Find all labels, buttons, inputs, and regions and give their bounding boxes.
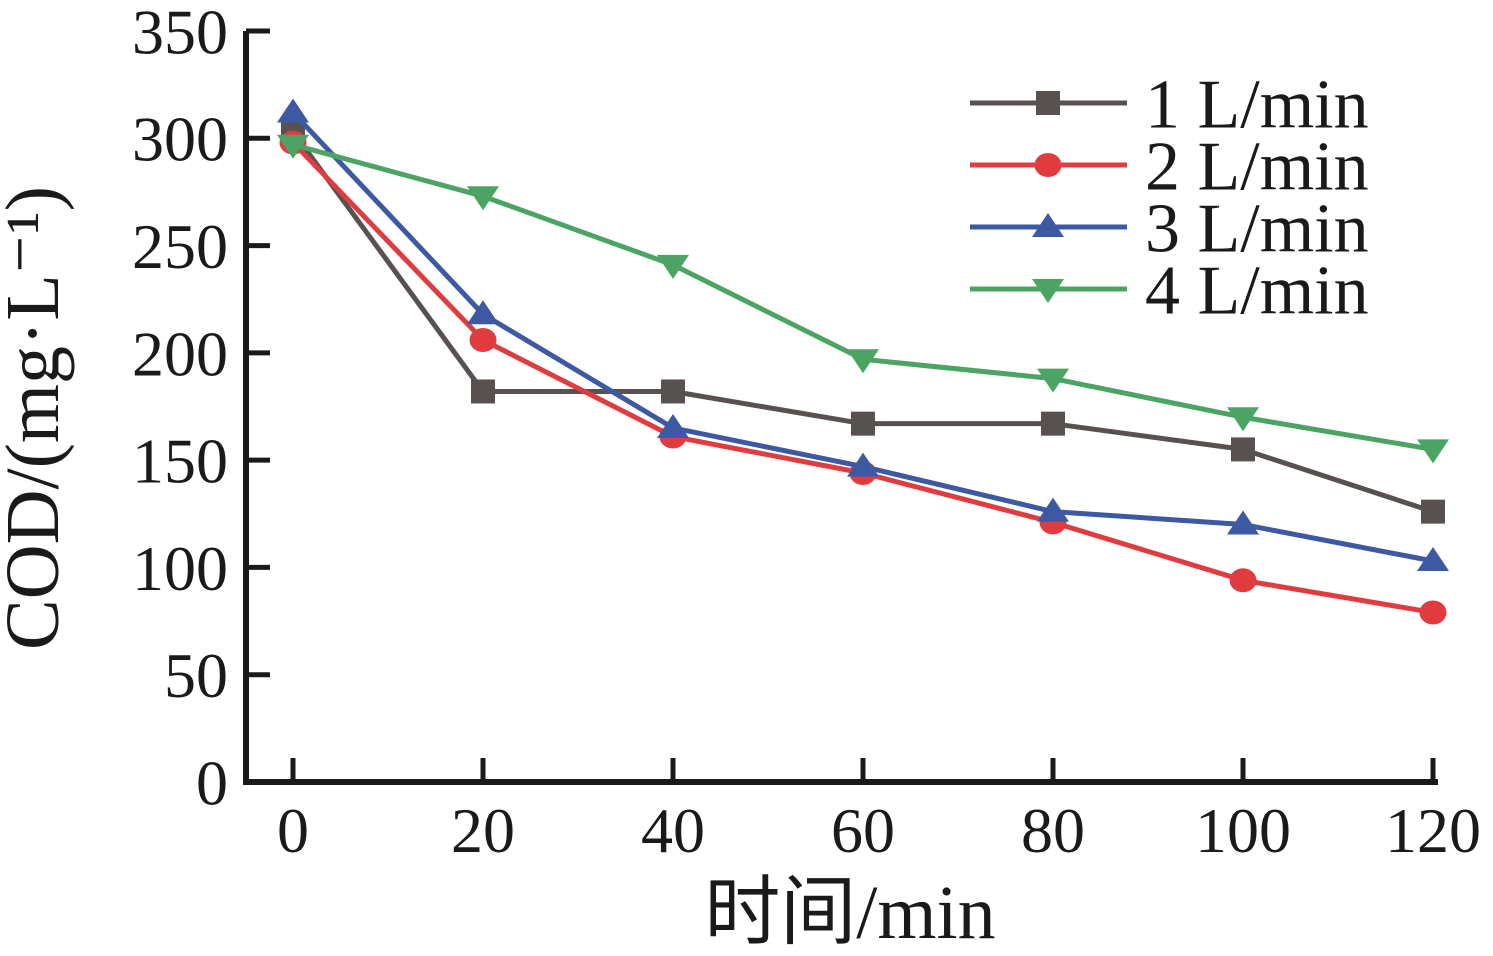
y-tick-label: 50 xyxy=(164,640,228,711)
series-4-l-min xyxy=(277,134,1449,464)
triangle-down-marker xyxy=(847,349,879,374)
circle-marker xyxy=(469,327,497,352)
circle-marker xyxy=(1419,600,1447,625)
triangle-down-marker xyxy=(1417,439,1449,464)
y-tick-label: 200 xyxy=(132,318,228,389)
triangle-up-marker xyxy=(1032,213,1064,237)
triangle-down-marker xyxy=(467,186,499,211)
x-tick-label: 60 xyxy=(831,795,895,866)
data-series xyxy=(277,98,1449,625)
triangle-up-marker xyxy=(657,413,689,438)
legend-label: 2 L/min xyxy=(1145,129,1369,206)
y-tick-label: 0 xyxy=(196,747,228,818)
triangle-down-marker xyxy=(277,134,309,159)
square-marker xyxy=(1421,499,1445,524)
x-tick-label: 20 xyxy=(451,795,515,866)
y-tick-label: 150 xyxy=(132,426,228,497)
triangle-up-marker xyxy=(277,98,309,123)
legend-label: 3 L/min xyxy=(1145,191,1369,268)
square-marker xyxy=(1231,437,1255,462)
legend-label: 1 L/min xyxy=(1145,67,1369,144)
x-axis-title: 时间/min xyxy=(704,871,995,955)
legend-item: 4 L/min xyxy=(970,253,1369,330)
triangle-down-marker xyxy=(657,254,689,279)
x-tick-label: 40 xyxy=(641,795,705,866)
triangle-up-marker xyxy=(1037,497,1069,522)
x-tick-label: 120 xyxy=(1385,795,1481,866)
y-tick-label: 250 xyxy=(132,211,228,282)
triangle-down-marker xyxy=(1037,368,1069,393)
triangle-down-marker xyxy=(1032,279,1064,303)
axes: 0 50 100 150 200 250 300 350 0 20 40 60 80 100 120 xyxy=(132,0,1481,866)
circle-marker xyxy=(1034,153,1062,177)
legend-item: 1 L/min xyxy=(970,67,1369,144)
legend-item: 3 L/min xyxy=(970,191,1369,268)
circle-marker xyxy=(1229,568,1257,593)
x-tick-label: 0 xyxy=(277,795,309,866)
x-tick-label: 80 xyxy=(1021,795,1085,866)
triangle-up-marker xyxy=(847,452,879,477)
triangle-down-marker xyxy=(1227,407,1259,432)
square-marker xyxy=(661,379,685,404)
y-tick-label: 350 xyxy=(132,0,228,67)
x-tick-label: 100 xyxy=(1195,795,1291,866)
y-axis-title: COD/(mg·L⁻¹) xyxy=(0,186,75,650)
y-tick-label: 300 xyxy=(132,104,228,175)
triangle-up-marker xyxy=(1417,546,1449,571)
triangle-up-marker xyxy=(1227,510,1259,535)
y-tick-label: 100 xyxy=(132,533,228,604)
series-3-l-min xyxy=(277,98,1449,571)
triangle-up-marker xyxy=(467,300,499,325)
legend-label: 4 L/min xyxy=(1145,253,1369,330)
square-marker xyxy=(1036,91,1060,115)
square-marker xyxy=(471,379,495,404)
square-marker xyxy=(1041,411,1065,436)
legend-item: 2 L/min xyxy=(970,129,1369,206)
square-marker xyxy=(851,411,875,436)
